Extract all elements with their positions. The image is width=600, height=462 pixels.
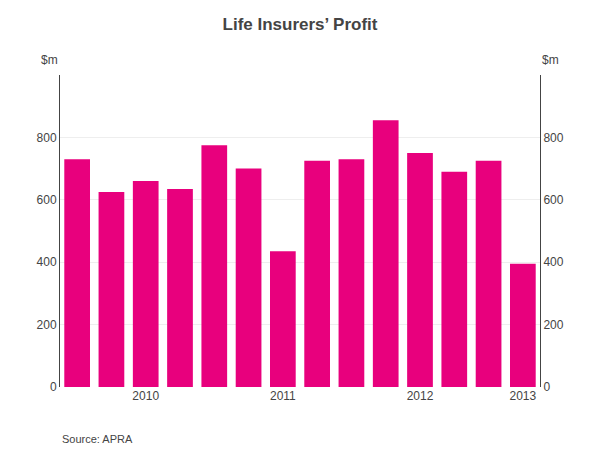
svg-text:$m: $m xyxy=(542,53,559,67)
svg-text:Life Insurers’ Profit: Life Insurers’ Profit xyxy=(223,15,378,34)
svg-text:Source: APRA: Source: APRA xyxy=(62,433,133,445)
svg-text:$m: $m xyxy=(41,53,58,67)
svg-text:800: 800 xyxy=(543,131,563,145)
svg-text:400: 400 xyxy=(37,255,57,269)
svg-text:800: 800 xyxy=(37,131,57,145)
svg-text:2011: 2011 xyxy=(270,389,296,403)
svg-text:600: 600 xyxy=(543,193,563,207)
svg-text:400: 400 xyxy=(543,255,563,269)
svg-text:0: 0 xyxy=(543,380,550,394)
svg-text:2010: 2010 xyxy=(132,389,159,403)
svg-text:0: 0 xyxy=(50,380,57,394)
svg-text:200: 200 xyxy=(543,318,563,332)
svg-text:200: 200 xyxy=(37,318,57,332)
svg-text:2013: 2013 xyxy=(510,389,537,403)
svg-text:2012: 2012 xyxy=(407,389,434,403)
svg-text:600: 600 xyxy=(37,193,57,207)
